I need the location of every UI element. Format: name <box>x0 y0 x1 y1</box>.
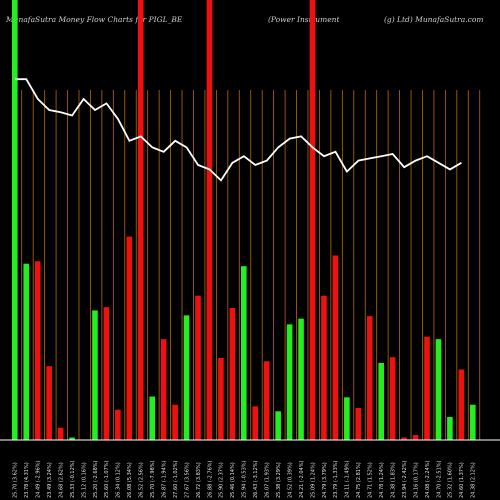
x-tick-label: 25.20 (-2.68%) <box>93 460 99 498</box>
x-tick-label: 24.60 (1.37%) <box>459 462 465 498</box>
x-tick-label: 26.72 (3.83%) <box>196 462 202 498</box>
x-tick-label: 23.49 (3.24%) <box>47 462 53 498</box>
x-tick-label: 26.34 (0.12%) <box>116 462 122 498</box>
bar <box>309 0 316 440</box>
x-tick-label: 24.71 (1.52%) <box>368 462 374 498</box>
x-tick-labels: 25.70 (3.62%) 23.78 (4.31%) 24.49 (-2.96%)… <box>13 460 477 498</box>
bar <box>344 397 350 440</box>
bar <box>126 236 133 440</box>
price-line <box>14 78 462 182</box>
bar <box>241 266 247 440</box>
chart-title-left: MunafaSutra Money Flow Charts for PIGL_B… <box>6 15 183 24</box>
bar <box>195 295 201 440</box>
bar <box>470 404 476 440</box>
bar <box>149 396 155 440</box>
bar <box>23 263 30 440</box>
bar <box>321 295 327 440</box>
x-tick-label: 23.94 (-2.42%) <box>402 460 408 498</box>
bar <box>401 437 407 440</box>
x-tick-label: 26.52 (2.56%) <box>139 462 145 498</box>
bar <box>355 408 362 440</box>
bar <box>275 411 281 440</box>
x-tick-label: 26.43 (-3.12%) <box>253 460 259 498</box>
bar <box>389 357 396 440</box>
x-tick-label: 26.87 (-1.94%) <box>161 460 167 498</box>
x-tick-label: 25.33 (-0.12%) <box>70 460 76 498</box>
x-tick-label: 24.38 (1.83%) <box>390 462 396 498</box>
x-tick-label: 25.90 (2.37%) <box>219 462 225 498</box>
bar <box>46 366 52 440</box>
chart-title-middle: (Power Instrument <box>268 15 340 24</box>
chart-title-right: (g) Ltd) MunafaSutra.com <box>384 15 484 24</box>
bar <box>218 358 224 440</box>
x-tick-label: 25.32 (1.60%) <box>448 462 454 498</box>
bar <box>69 437 75 440</box>
x-tick-label: 24.21 (-2.04%) <box>299 460 305 498</box>
price-line-group <box>14 78 462 182</box>
bar <box>298 318 304 440</box>
bar <box>160 339 167 440</box>
x-tick-label: 26.08 (5.34%) <box>127 462 133 498</box>
bar <box>458 369 465 440</box>
x-tick-label: 24.16 (0.17%) <box>413 462 419 498</box>
x-tick-label: 26.07 (1.93%) <box>265 462 271 498</box>
x-tick-label: 27.67 (3.56%) <box>184 462 190 498</box>
bar <box>366 316 373 440</box>
x-tick-label: 25.38 (3.29%) <box>276 462 282 498</box>
x-tick-label: 27.60 (-1.02%) <box>173 460 179 498</box>
bars <box>12 0 476 440</box>
x-tick-label: 24.70 (-2.51%) <box>436 460 442 498</box>
bar <box>229 307 236 440</box>
x-tick-label: 25.09 (1.24%) <box>310 462 316 498</box>
x-tick-label: 26.88 (-2.76%) <box>207 460 213 498</box>
x-tick-label: 24.52 (0.39%) <box>287 462 293 498</box>
bar <box>252 406 259 440</box>
bar <box>424 336 430 440</box>
x-tick-label: 24.78 (1.24%) <box>379 462 385 498</box>
bar <box>412 435 419 440</box>
bar <box>92 310 98 440</box>
bar <box>57 427 64 440</box>
bar <box>263 361 270 440</box>
bar <box>172 404 178 440</box>
x-tick-label: 25.12 (0.16%) <box>81 462 87 498</box>
bar <box>286 324 293 440</box>
x-tick-label: 23.79 (-1.33%) <box>333 460 339 498</box>
bar <box>332 255 339 440</box>
x-tick-label: 23.78 (4.31%) <box>24 462 30 498</box>
bar <box>34 261 41 440</box>
bar <box>183 315 190 440</box>
x-tick-label: 25.70 (3.62%) <box>13 462 19 498</box>
x-tick-label: 25.70 (-7.98%) <box>150 460 156 498</box>
x-tick-label: 24.75 (2.81%) <box>356 462 362 498</box>
bar <box>103 307 110 440</box>
bar <box>378 362 384 440</box>
x-tick-label: 24.79 (3.79%) <box>322 462 328 498</box>
x-tick-label: 25.94 (-0.53%) <box>242 460 248 498</box>
bar <box>435 339 442 440</box>
x-tick-label: 24.68 (2.62%) <box>58 462 64 498</box>
x-tick-label: 24.11 (-1.49%) <box>345 460 351 498</box>
bar <box>12 0 18 440</box>
bar <box>447 417 453 440</box>
x-tick-label: 24.49 (-2.96%) <box>36 460 42 498</box>
bar <box>115 409 121 440</box>
bar <box>206 0 213 440</box>
x-tick-label: 24.38 (2.12%) <box>471 462 477 498</box>
x-tick-label: 25.60 (-1.07%) <box>104 460 110 498</box>
bar <box>137 0 144 440</box>
x-tick-label: 24.08 (-2.24%) <box>425 460 431 498</box>
x-tick-label: 25.46 (0.14%) <box>230 462 236 498</box>
grid-lines <box>21 90 481 440</box>
